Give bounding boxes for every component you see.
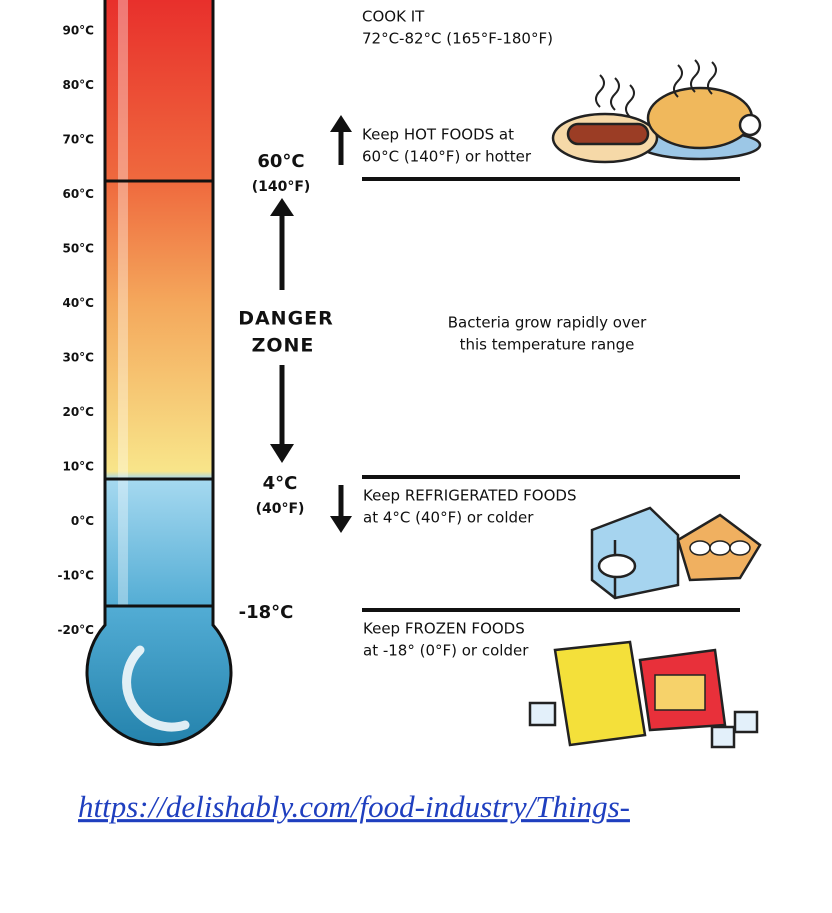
scale-label: -20°C [58, 623, 95, 637]
frozen-temp: -18°C [239, 602, 294, 623]
cold-temp: 4°C [263, 473, 298, 494]
scale-label: 90°C [62, 24, 94, 38]
section-text: Keep FROZEN FOODS [363, 620, 525, 638]
scale-label: 50°C [62, 242, 94, 256]
hot-temp-f: (140°F) [252, 179, 311, 195]
section-text: at -18° (0°F) or colder [363, 642, 529, 660]
arrows [270, 115, 352, 533]
section-text: at 4°C (40°F) or colder [363, 509, 534, 527]
danger-note: this temperature range [460, 336, 635, 354]
section-text: COOK IT [362, 8, 425, 26]
scale-label: 30°C [62, 351, 94, 365]
scale-label: 80°C [62, 78, 94, 92]
section-text: 60°C (140°F) or hotter [362, 148, 532, 166]
scale-label: 70°C [62, 133, 94, 147]
scale-label: -10°C [58, 569, 95, 583]
hot-temp: 60°C [257, 151, 304, 172]
section-text: 72°C-82°C (165°F-180°F) [362, 30, 553, 48]
danger-label: DANGER [238, 308, 334, 330]
fridge-food-illustration [590, 506, 762, 600]
divider-lines [362, 177, 740, 612]
scale-label: 10°C [62, 460, 94, 474]
scale: 90°C 80°C 70°C 60°C 50°C 40°C 30°C 20°C 10°C 0°C -… [58, 24, 95, 638]
scale-label: 40°C [62, 296, 94, 310]
danger-note: Bacteria grow rapidly over [448, 314, 647, 332]
scale-label: 0°C [71, 514, 94, 528]
section-text: Keep HOT FOODS at [362, 126, 514, 144]
thermometer [85, 0, 233, 747]
source-link[interactable]: https://delishably.com/food-industry/Thi… [78, 789, 630, 824]
scale-label: 20°C [62, 405, 94, 419]
scale-label: 60°C [62, 187, 94, 201]
frozen-food-illustration [528, 640, 759, 749]
cold-temp-f: (40°F) [256, 501, 305, 517]
danger-label: ZONE [252, 335, 315, 357]
section-text: Keep REFRIGERATED FOODS [363, 487, 577, 505]
hot-food-illustration [551, 59, 762, 164]
